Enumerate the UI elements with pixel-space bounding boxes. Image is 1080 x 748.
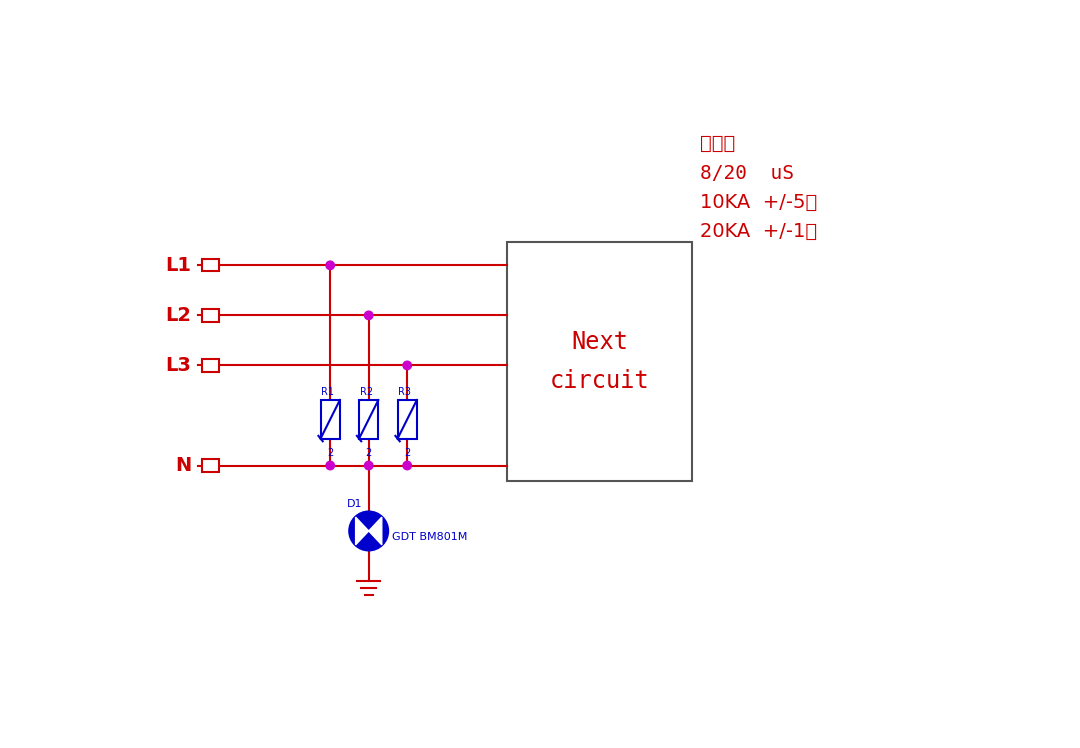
Circle shape [326,261,335,269]
Bar [202,259,219,272]
Text: 8/20  uS: 8/20 uS [700,164,794,183]
Polygon shape [355,517,368,545]
Polygon shape [368,517,382,545]
Circle shape [364,311,373,319]
Text: L1: L1 [165,256,191,275]
Text: Next
circuit: Next circuit [550,330,649,393]
Circle shape [326,462,335,470]
Text: L3: L3 [165,356,191,375]
Text: 2: 2 [404,448,410,458]
Text: R3: R3 [399,387,411,397]
Text: 20KA  +/-1次: 20KA +/-1次 [700,222,816,241]
Bar [202,459,219,472]
Text: N: N [175,456,191,475]
Bar [359,400,378,438]
Bar [202,359,219,372]
Text: 备注：: 备注： [700,135,735,153]
Text: R1: R1 [322,387,335,397]
Circle shape [364,462,373,470]
Circle shape [403,462,411,470]
Text: GDT BM801M: GDT BM801M [392,532,468,542]
Text: D1: D1 [347,499,363,509]
Text: L2: L2 [165,306,191,325]
Text: 2: 2 [365,448,372,458]
Text: 2: 2 [327,448,334,458]
Circle shape [350,512,388,551]
Circle shape [403,361,411,370]
Bar [397,400,417,438]
Bar [202,309,219,322]
Bar [321,400,340,438]
Bar [508,242,692,481]
Text: 10KA  +/-5次: 10KA +/-5次 [700,193,818,212]
Text: R2: R2 [360,387,373,397]
